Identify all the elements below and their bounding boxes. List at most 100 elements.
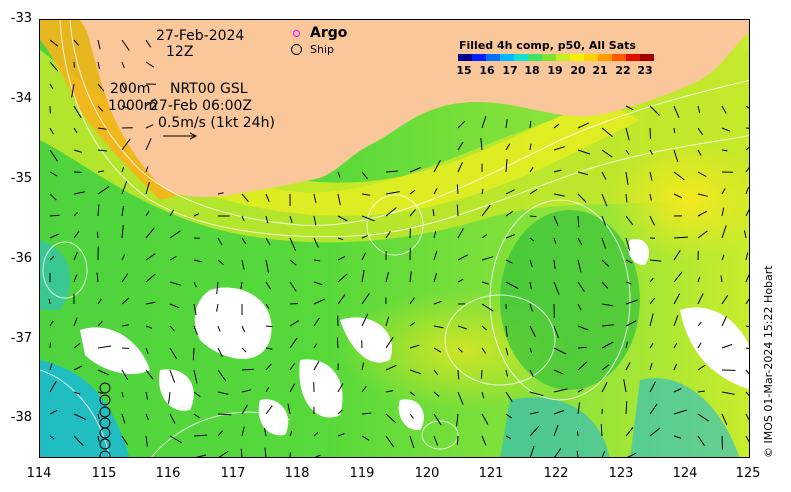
current-arrow	[73, 39, 80, 46]
current-arrow	[625, 401, 628, 415]
current-arrow	[697, 210, 708, 217]
y-tick-label: -35	[10, 171, 32, 186]
current-arrow	[195, 454, 207, 457]
current-arrow	[121, 105, 130, 110]
current-arrow	[720, 275, 723, 283]
current-arrow	[529, 215, 537, 218]
current-arrow	[336, 337, 339, 349]
current-arrow	[505, 325, 508, 337]
current-arrow	[361, 385, 367, 393]
colorbar-tick: 21	[592, 64, 608, 77]
y-tick-label: -36	[10, 251, 32, 266]
current-arrow	[49, 61, 59, 72]
current-arrow	[457, 347, 463, 353]
current-arrow	[745, 105, 749, 109]
colorbar-tick: 16	[479, 64, 495, 77]
time-label: 27-Feb 06:00Z	[150, 98, 253, 114]
current-arrow	[553, 146, 565, 151]
current-arrow	[121, 167, 125, 173]
current-arrow	[505, 369, 509, 377]
current-arrow	[265, 405, 273, 415]
argo-marker-icon	[293, 30, 300, 37]
current-arrow	[289, 337, 298, 349]
sst-field	[40, 20, 749, 457]
current-arrow	[433, 300, 442, 305]
current-arrow	[385, 390, 394, 393]
current-arrow	[457, 141, 464, 151]
credit-label: © IMOS 01-Mar-2024 15:22 Hobart	[762, 265, 775, 458]
current-arrow	[289, 383, 296, 393]
current-arrow	[553, 325, 559, 339]
current-arrow	[697, 321, 702, 327]
colorbar-title: Filled 4h comp, p50, All Sats	[459, 39, 636, 52]
current-arrow	[456, 435, 459, 445]
current-arrow	[337, 409, 343, 415]
current-arrow	[481, 234, 487, 239]
current-arrow	[265, 347, 273, 350]
current-arrow	[673, 409, 687, 415]
current-arrow	[314, 454, 321, 457]
current-arrow	[625, 320, 637, 327]
current-arrow	[49, 435, 55, 440]
current-arrow	[625, 171, 629, 186]
current-arrow	[265, 215, 269, 224]
current-arrow	[577, 122, 590, 129]
current-arrow	[673, 236, 688, 239]
current-arrow	[721, 295, 729, 305]
current-arrow	[241, 259, 245, 270]
current-arrow	[553, 169, 562, 173]
current-arrow	[577, 193, 587, 203]
current-arrow	[529, 445, 535, 457]
current-arrow	[169, 413, 176, 424]
current-arrow	[241, 347, 247, 353]
current-arrow	[361, 252, 366, 261]
current-arrow	[289, 237, 296, 251]
current-arrow	[721, 254, 725, 261]
current-arrow	[553, 369, 564, 375]
current-arrow	[168, 391, 171, 404]
current-arrow	[721, 149, 728, 152]
current-arrow	[721, 343, 733, 349]
current-arrow	[577, 325, 589, 331]
current-arrow	[457, 325, 468, 330]
current-arrow	[49, 83, 54, 89]
current-arrow	[121, 413, 126, 424]
current-arrow	[745, 273, 749, 283]
current-arrow	[505, 413, 513, 419]
current-arrow	[625, 259, 633, 264]
current-arrow	[505, 159, 508, 173]
current-arrow	[625, 362, 631, 371]
current-arrow	[169, 347, 178, 359]
current-arrow	[745, 369, 749, 375]
current-arrow	[73, 435, 84, 446]
current-arrow	[289, 320, 300, 327]
current-arrow	[97, 186, 110, 195]
current-arrow	[433, 231, 437, 239]
current-arrow	[505, 143, 511, 151]
current-arrow	[145, 98, 156, 107]
ship-marker-icon	[291, 44, 302, 55]
current-arrow	[601, 149, 613, 158]
current-arrow	[649, 127, 651, 139]
current-arrow	[121, 369, 129, 380]
current-arrow	[601, 193, 608, 207]
current-arrow	[97, 105, 104, 112]
current-arrow	[216, 303, 219, 312]
current-arrow	[337, 433, 345, 437]
current-arrow	[697, 364, 706, 371]
y-tick-label: -34	[10, 91, 32, 106]
current-arrow	[217, 369, 227, 382]
velocity-scale-label: 0.5m/s (1kt 24h)	[158, 115, 275, 131]
current-arrow	[433, 369, 439, 376]
current-arrow	[745, 208, 749, 217]
current-arrow	[73, 61, 75, 68]
current-arrow	[554, 448, 562, 457]
current-arrow	[745, 325, 749, 328]
current-arrow	[264, 428, 267, 437]
current-arrow	[649, 342, 654, 349]
current-arrow	[385, 336, 394, 349]
current-arrow	[529, 369, 534, 378]
current-arrow	[337, 171, 341, 178]
current-arrow	[481, 347, 487, 354]
current-arrow	[626, 452, 637, 457]
